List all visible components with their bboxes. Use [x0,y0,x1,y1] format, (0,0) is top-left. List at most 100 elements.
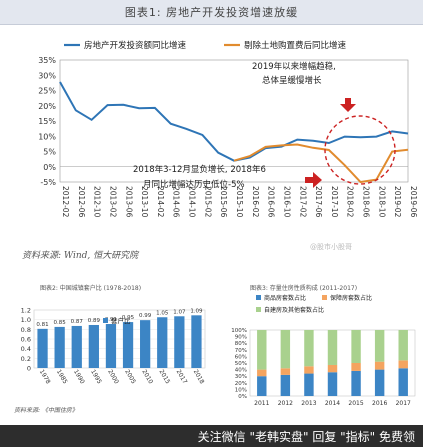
x-tick-label: 2013-06 [124,186,133,218]
annotation-mid-1: 2018年3-12月显负增长, 2018年6 [133,164,266,175]
x-tick-label: 2015-06 [219,186,228,218]
stack-segment-3 [304,330,314,367]
y-tick-label: 35% [38,56,56,65]
stack-segment-1 [327,372,338,396]
x-tick-label: 2017-10 [330,186,339,218]
y-tick-label: 0.4 [21,345,31,353]
x-tick-label: 1978 [38,369,52,386]
stack-segment-2 [351,363,361,371]
x-tick-label: 2014-06 [172,186,181,218]
annotation-right-2: 总体呈缓慢增长 [262,75,322,86]
legend-label-2: 剔除土地购置费后同比增速 [244,40,347,51]
figure1-title: 图表1: 房地产开发投资增速放缓 [124,6,299,19]
x-tick-label: 1985 [55,369,69,386]
y-tick-label: 70% [235,348,247,354]
stack-segment-2 [327,364,338,373]
y-tick-label: 5% [43,148,56,157]
x-tick-label: 2018-10 [377,186,386,218]
stack-segment-1 [304,373,314,396]
y-tick-label: -5% [40,178,56,187]
y-tick-label: 20% [38,102,56,111]
x-tick-label: 2016-06 [267,186,276,218]
bar-value-label: 1.07 [173,309,186,315]
stack-segment-3 [280,330,291,369]
stack-segment-1 [280,374,291,396]
stack-segment-3 [351,330,361,363]
x-tick-label: 2017 [175,369,189,386]
bar-value-label: 0.87 [71,319,84,325]
figure1-source: 资料来源: Wind, 恒大研究院 [22,251,139,261]
legend2-swatch [103,318,108,323]
y-tick-label: 100% [231,328,247,334]
bar-value-label: 1.05 [156,310,169,316]
x-tick-label: 2012-10 [93,186,102,218]
x-tick-label: 2016-02 [251,186,260,218]
bar [105,324,117,368]
bar [174,316,185,368]
x-tick-label: 2012-02 [61,186,70,218]
y-tick-label: 0.2 [21,355,31,363]
stack-segment-3 [374,330,385,362]
x-tick-label: 2014-10 [188,186,197,218]
y-tick-label: 0% [43,163,56,172]
x-tick-label: 2018-06 [362,186,371,218]
legend3-label: 保障房套数占比 [330,294,372,302]
bar [191,315,202,368]
stack-segment-2 [398,360,408,369]
x-tick-label: 2012-06 [77,186,86,218]
x-tick-label: 2012 [278,400,293,407]
bar [37,328,48,368]
series-line-1 [59,81,409,162]
bar-value-label: 0.99 [139,313,152,319]
x-tick-label: 2014-02 [156,186,165,218]
stack-segment-3 [327,330,338,365]
y-tick-label: 0 [27,365,31,373]
highlight-circle [324,115,396,185]
y-tick-label: 10% [38,132,56,141]
bar-value-label: 0.95 [122,315,135,321]
y-tick-label: 40% [235,368,247,374]
bar [88,324,99,368]
x-tick-label: 1990 [72,369,86,386]
x-tick-label: 2019-06 [409,186,418,218]
footer-text: 关注微信 "老韩实盘" 回复 "指标" 免费领 [197,430,415,444]
figure2-source: 资料来源: 《中国住房》 [14,407,78,414]
annotation-mid-2: 月同比增幅达历史低位-5% [143,179,245,190]
y-tick-label: 0% [238,394,247,400]
y-tick-label: 80% [235,341,247,347]
x-tick-label: 2016-10 [282,186,291,218]
x-tick-label: 2016 [372,400,387,407]
watermark: @股市小股哥 [310,243,352,251]
y-tick-label: 50% [235,361,247,367]
y-tick-label: 15% [38,117,56,126]
x-tick-label: 2014 [325,400,340,407]
annotation-right-1: 2019年以来增幅趋稳, [252,61,336,72]
x-tick-label: 2019-02 [393,186,402,218]
x-tick-label: 2013-02 [108,186,117,218]
bar-value-label: 0.91 [105,317,117,323]
legend3-swatch [256,307,261,312]
y-tick-label: 0.8 [21,326,31,334]
bar [122,322,134,368]
x-tick-label: 2013-10 [140,186,149,218]
stack-segment-1 [351,370,361,396]
bar-value-label: 0.89 [88,318,101,324]
bar [157,317,168,368]
stack-segment-2 [257,369,267,377]
y-tick-label: 30% [235,374,247,380]
y-tick-label: 60% [235,354,247,360]
x-tick-label: 1995 [89,369,103,386]
legend3-swatch [256,295,261,300]
stack-segment-2 [374,361,385,370]
legend2-label: 套户比 [111,316,131,325]
x-tick-label: 2015 [348,400,363,407]
stack-segment-2 [304,366,314,374]
legend-label-1: 房地产开发投资额同比增速 [84,40,187,51]
stack-segment-2 [280,368,291,375]
bar-value-label: 1.09 [190,308,203,314]
bar [140,320,151,368]
bar-value-label: 0.85 [54,320,67,326]
figure3-title: 图表3: 存量住房性质构成 (2011-2017) [250,285,358,292]
x-tick-label: 2005 [123,369,137,386]
